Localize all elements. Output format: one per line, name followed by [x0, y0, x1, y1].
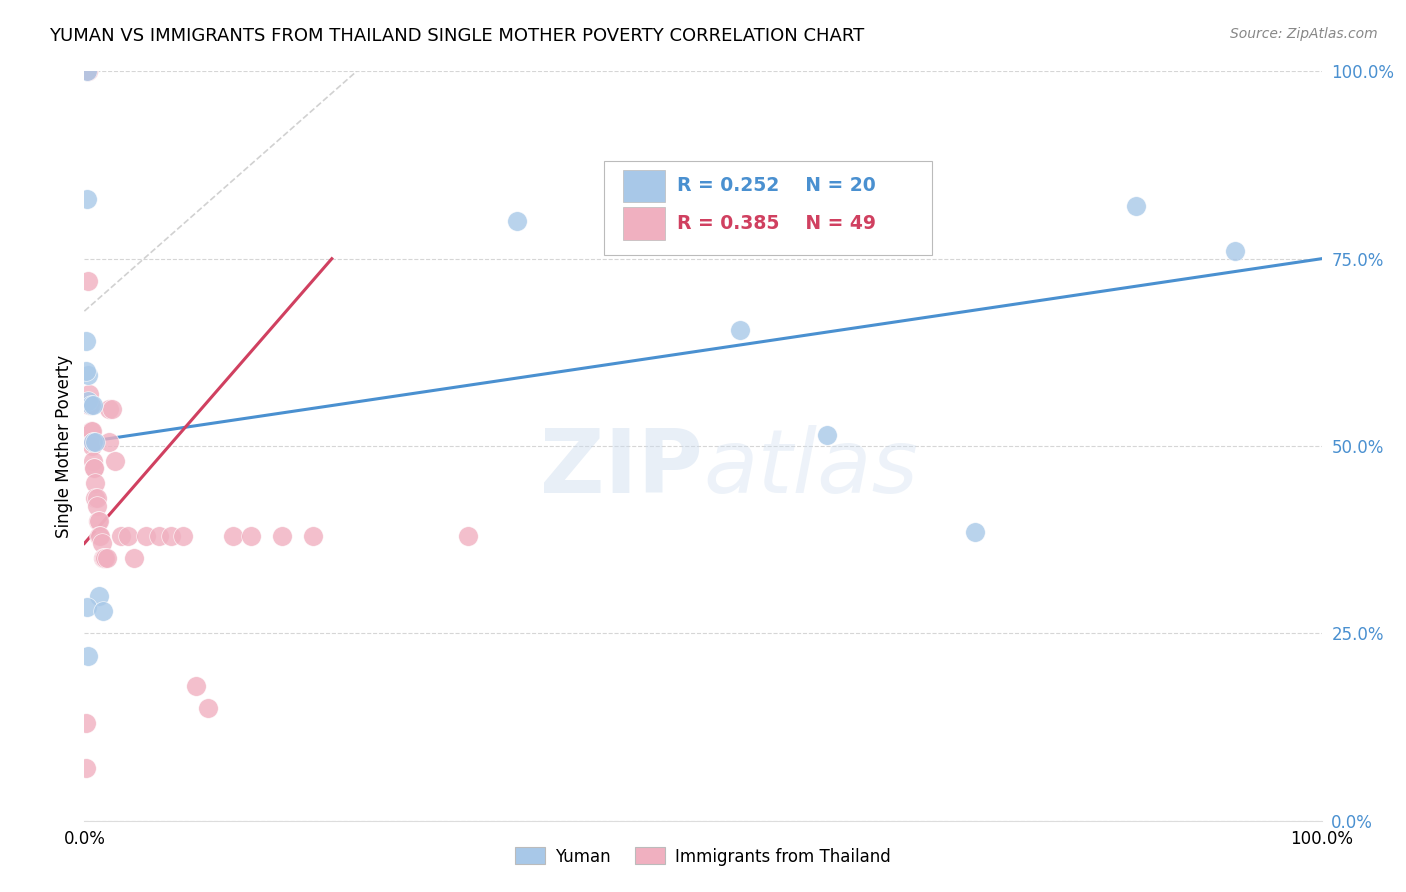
Point — [77, 648, 100, 663]
Point — [75, 334, 97, 348]
Point — [815, 427, 838, 442]
Point — [89, 589, 111, 603]
Point — [86, 499, 108, 513]
Text: R = 0.385    N = 49: R = 0.385 N = 49 — [678, 214, 876, 233]
Point — [87, 514, 110, 528]
Point — [1223, 244, 1246, 259]
Text: ZIP: ZIP — [540, 425, 703, 512]
Point — [80, 424, 103, 438]
Point — [91, 604, 114, 618]
Point — [302, 529, 325, 543]
Point — [77, 64, 100, 78]
Legend: Yuman, Immigrants from Thailand: Yuman, Immigrants from Thailand — [508, 841, 898, 872]
Point — [86, 491, 108, 506]
Point — [728, 323, 751, 337]
Point — [96, 551, 118, 566]
Point — [79, 424, 101, 438]
FancyBboxPatch shape — [623, 207, 665, 240]
Point — [75, 364, 97, 378]
Point — [79, 398, 101, 412]
Point — [77, 368, 100, 382]
Point — [271, 529, 294, 543]
Point — [84, 491, 107, 506]
Point — [98, 435, 121, 450]
Point — [82, 435, 104, 450]
Point — [506, 214, 529, 228]
Y-axis label: Single Mother Poverty: Single Mother Poverty — [55, 354, 73, 538]
Point — [222, 529, 245, 543]
Point — [91, 551, 114, 566]
Point — [93, 551, 115, 566]
Point — [79, 398, 101, 412]
Point — [94, 551, 117, 566]
Point — [104, 454, 127, 468]
Point — [184, 679, 207, 693]
Point — [240, 529, 263, 543]
Point — [77, 274, 100, 288]
Point — [110, 529, 132, 543]
Point — [100, 401, 122, 416]
Point — [98, 401, 121, 416]
Point — [83, 461, 105, 475]
Point — [82, 398, 104, 412]
Point — [89, 529, 111, 543]
Text: R = 0.252    N = 20: R = 0.252 N = 20 — [678, 177, 876, 195]
Point — [965, 525, 987, 540]
Text: YUMAN VS IMMIGRANTS FROM THAILAND SINGLE MOTHER POVERTY CORRELATION CHART: YUMAN VS IMMIGRANTS FROM THAILAND SINGLE… — [49, 27, 865, 45]
Point — [90, 536, 112, 550]
Point — [172, 529, 194, 543]
Point — [76, 600, 98, 615]
Point — [77, 394, 100, 409]
Point — [82, 454, 104, 468]
Point — [84, 435, 107, 450]
Point — [122, 551, 145, 566]
Point — [76, 64, 98, 78]
Point — [77, 64, 100, 78]
Point — [148, 529, 170, 543]
Point — [83, 461, 105, 475]
Point — [80, 439, 103, 453]
Point — [135, 529, 157, 543]
Point — [197, 701, 219, 715]
Point — [457, 529, 479, 543]
Point — [75, 761, 97, 775]
Point — [79, 398, 101, 412]
Point — [76, 192, 98, 206]
Point — [75, 716, 97, 731]
Point — [84, 476, 107, 491]
Text: atlas: atlas — [703, 425, 918, 511]
Text: Source: ZipAtlas.com: Source: ZipAtlas.com — [1230, 27, 1378, 41]
Point — [79, 386, 101, 401]
Point — [76, 64, 98, 78]
Point — [1125, 199, 1147, 213]
Point — [89, 529, 111, 543]
Point — [117, 529, 139, 543]
Point — [82, 435, 104, 450]
Point — [160, 529, 183, 543]
Point — [76, 64, 98, 78]
FancyBboxPatch shape — [623, 169, 665, 202]
Point — [89, 514, 111, 528]
Point — [76, 64, 98, 78]
FancyBboxPatch shape — [605, 161, 932, 255]
